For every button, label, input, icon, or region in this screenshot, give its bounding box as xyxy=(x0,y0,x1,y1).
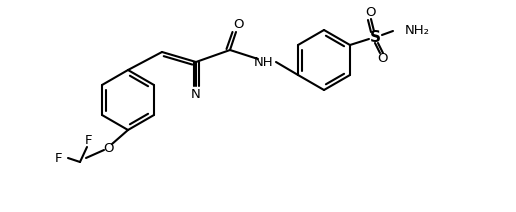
Text: O: O xyxy=(366,7,376,20)
Text: O: O xyxy=(233,18,243,31)
Text: NH: NH xyxy=(254,56,274,68)
Text: F: F xyxy=(84,134,92,146)
Text: F: F xyxy=(55,152,63,165)
Text: O: O xyxy=(378,53,388,66)
Text: S: S xyxy=(369,29,380,45)
Text: O: O xyxy=(103,141,113,155)
Text: NH₂: NH₂ xyxy=(405,25,430,38)
Text: N: N xyxy=(191,88,201,100)
